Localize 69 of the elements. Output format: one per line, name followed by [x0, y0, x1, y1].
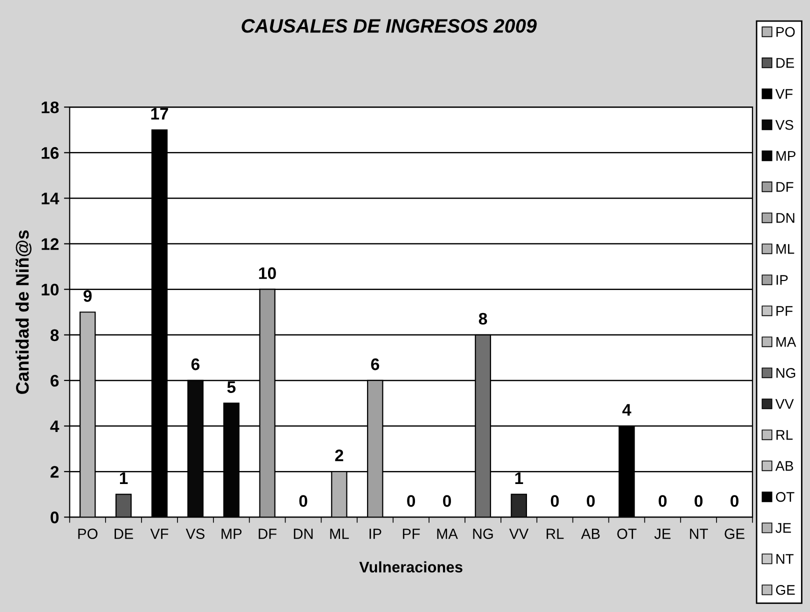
y-tick-label: 10 [42, 284, 59, 296]
data-label: 0 [443, 495, 451, 507]
x-tick-label: ML [330, 528, 349, 539]
y-tick-label: 16 [42, 147, 59, 159]
legend-label: GE [776, 585, 795, 595]
data-label: 0 [658, 495, 667, 507]
data-label: 0 [694, 495, 703, 507]
y-tick-label: 12 [42, 238, 59, 250]
legend-label: VF [775, 89, 793, 99]
legend-label: PO [776, 26, 795, 37]
data-label: 1 [515, 472, 524, 484]
data-label: 4 [622, 404, 632, 416]
data-label: 5 [227, 381, 236, 393]
legend-label: PF [776, 306, 793, 316]
legend-label: DE [776, 58, 794, 68]
x-tick-label: NG [473, 528, 493, 539]
legend-label: IP [776, 275, 788, 285]
x-tick-label: DE [114, 528, 134, 539]
x-tick-label: MP [222, 528, 242, 539]
legend-label: AB [775, 461, 794, 471]
x-axis-title: Vulneraciones [359, 561, 462, 573]
data-label: 8 [478, 312, 488, 325]
x-tick-label: MA [437, 528, 458, 539]
data-label: 0 [586, 495, 595, 507]
y-tick-label: 2 [50, 466, 59, 478]
x-tick-label: DN [294, 528, 313, 539]
data-label: 17 [151, 108, 168, 120]
legend-label: MP [776, 151, 796, 161]
x-tick-label: RL [546, 528, 564, 539]
data-label: 0 [730, 495, 738, 507]
x-tick-label: VV [509, 528, 529, 539]
x-tick-label: PF [402, 528, 420, 539]
x-tick-label: OT [617, 528, 636, 539]
x-tick-label: VS [186, 528, 204, 539]
legend-label: RL [776, 430, 793, 440]
data-label: 0 [407, 495, 416, 507]
data-label: 0 [550, 495, 559, 507]
data-label: 0 [299, 495, 308, 507]
x-tick-label: NT [690, 528, 708, 539]
x-tick-label: IP [370, 528, 382, 539]
data-label: 6 [191, 358, 200, 370]
y-tick-label: 8 [50, 329, 59, 342]
legend-label: MA [776, 337, 796, 347]
data-label: 10 [259, 267, 276, 280]
data-label: 1 [120, 472, 128, 484]
x-tick-label: GE [724, 528, 744, 539]
x-tick-label: DF [258, 528, 276, 539]
x-tick-label: JE [654, 528, 671, 539]
legend-label: OT [776, 492, 794, 502]
legend-label: DN [776, 213, 794, 223]
legend-label: VV [775, 399, 794, 409]
y-tick-label: 0 [50, 512, 59, 524]
data-label: 6 [371, 358, 380, 370]
chart-title: CAUSALES DE INGRESOS 2009 [242, 18, 537, 33]
y-tick-label: 6 [50, 374, 59, 387]
y-axis-title: Cantidad de Niñ@s [16, 230, 32, 394]
legend-label: DF [776, 182, 794, 192]
x-tick-label: PO [78, 528, 98, 539]
y-tick-label: 14 [42, 192, 60, 204]
x-tick-label: AB [581, 528, 600, 539]
legend-label: NT [776, 554, 794, 564]
y-tick-label: 4 [50, 420, 60, 432]
data-label: 9 [84, 290, 92, 302]
legend-label: ML [776, 244, 794, 254]
data-label: 2 [335, 450, 344, 462]
y-tick-label: 18 [42, 102, 59, 114]
legend-label: NG [776, 368, 796, 378]
x-tick-label: VF [150, 528, 168, 539]
legend-label: VS [775, 120, 794, 130]
